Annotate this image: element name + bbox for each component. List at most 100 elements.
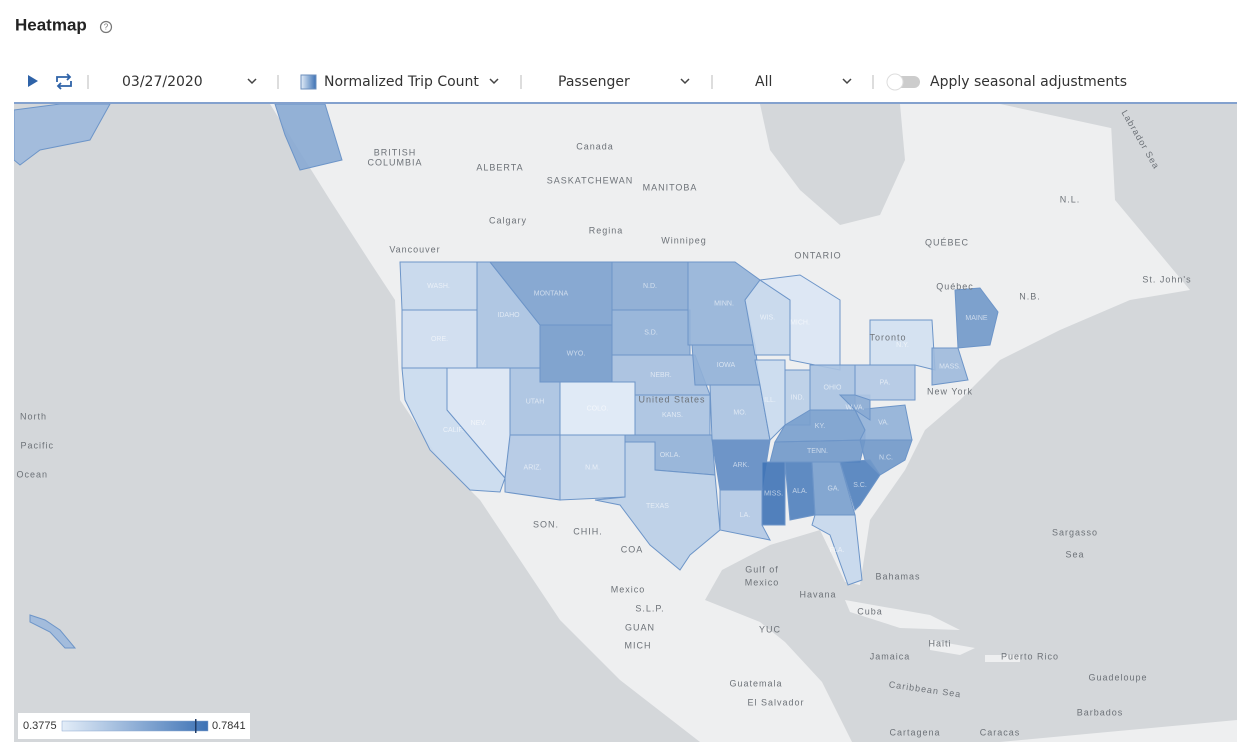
- state-region: [719, 489, 771, 541]
- place-label: GUAN: [625, 622, 655, 632]
- region-label: ARK.: [733, 462, 749, 469]
- region-label: S.D.: [644, 329, 658, 336]
- place-label: Québec: [936, 281, 974, 291]
- place-label: BRITISH: [374, 147, 417, 157]
- place-label: N.B.: [1019, 291, 1041, 301]
- region-label: IND.: [791, 394, 805, 401]
- region-label: GA.: [827, 485, 839, 492]
- state-region: [931, 347, 969, 386]
- place-label: Barbados: [1077, 707, 1124, 717]
- region-label: KY.: [815, 423, 825, 430]
- region-label: W.VA.: [846, 404, 865, 411]
- legend-gradient: [61, 720, 209, 732]
- place-label: N.L.: [1060, 194, 1081, 204]
- place-label: El Salvador: [747, 697, 804, 707]
- place-label: SON.: [533, 519, 559, 529]
- metric-dropdown[interactable]: Normalized Trip Count: [300, 74, 499, 90]
- legend-min: 0.3775: [23, 720, 57, 732]
- hudson-bay: [760, 104, 905, 225]
- place-label: Sargasso: [1052, 527, 1098, 537]
- place-label: MANITOBA: [643, 182, 698, 192]
- islands: [845, 600, 1020, 662]
- place-label: YUC: [759, 624, 781, 634]
- place-label: Winnipeg: [661, 235, 707, 245]
- date-value: 03/27/2020: [122, 74, 203, 90]
- page-title: Heatmap: [15, 15, 87, 34]
- region-label: MASS.: [939, 363, 961, 370]
- region-label: MAINE: [965, 315, 988, 322]
- place-label: COLUMBIA: [367, 157, 422, 167]
- region-label: IDAHO: [497, 312, 520, 319]
- south-america: [1000, 720, 1237, 742]
- region-label: VA.: [878, 419, 889, 426]
- place-label: North: [20, 411, 47, 421]
- place-label: Mexico: [611, 584, 646, 594]
- map[interactable]: WASH.ORE.CALIF.NEV.IDAHOMONTANAWYO.UTAHC…: [14, 104, 1237, 742]
- state-region: [29, 614, 77, 649]
- place-label: Mexico: [745, 577, 780, 587]
- place-label: MICH: [625, 640, 652, 650]
- region-label: LA.: [740, 512, 751, 519]
- region-label: WIS.: [760, 314, 775, 321]
- place-label: United States: [638, 394, 705, 404]
- place-label: COA: [621, 544, 644, 554]
- region-label: NEV.: [471, 420, 487, 427]
- place-label: Pacific: [20, 440, 54, 450]
- date-dropdown[interactable]: 03/27/2020: [122, 74, 257, 90]
- filter-dropdown[interactable]: All: [755, 74, 852, 90]
- region-label: PA.: [880, 379, 891, 386]
- place-label: Puerto Rico: [1001, 651, 1059, 661]
- place-label: Haiti: [928, 638, 951, 648]
- state-region: [954, 287, 999, 349]
- region-label: TENN.: [807, 448, 828, 455]
- place-label: Regina: [589, 225, 624, 235]
- choropleth: WASH. ORE. CALIF. NEV. IDAHO MONTANA WYO. UTAH C…: [14, 104, 999, 649]
- region-label: WYO.: [567, 350, 586, 357]
- place-label: New York: [927, 386, 973, 396]
- region-label: N.Y.: [896, 342, 909, 349]
- help-icon[interactable]: ?: [99, 20, 113, 34]
- region-label: COLO.: [587, 405, 609, 412]
- region-label: OHIO: [824, 384, 842, 391]
- place-label: Guatemala: [729, 678, 782, 688]
- place-label: Bahamas: [875, 571, 920, 581]
- region-label: MONTANA: [534, 290, 569, 297]
- state-region: [274, 104, 343, 171]
- toggle-label: Apply seasonal adjustments: [930, 74, 1127, 90]
- metric-value: Normalized Trip Count: [324, 74, 479, 90]
- loop-button[interactable]: [56, 73, 72, 90]
- place-label: SASKATCHEWAN: [547, 175, 634, 185]
- region-label: ORE.: [431, 336, 448, 343]
- region-label: ALA.: [792, 488, 807, 495]
- region-label: CALIF.: [443, 427, 464, 434]
- seasonal-toggle[interactable]: Apply seasonal adjustments: [886, 73, 1127, 91]
- place-label: Toronto: [869, 332, 906, 342]
- legend: 0.3775 0.7841: [18, 713, 250, 739]
- legend-max: 0.7841: [212, 720, 246, 732]
- region-label: N.D.: [643, 283, 657, 290]
- region-label: ARIZ.: [524, 464, 542, 471]
- region-label: N.C.: [879, 454, 893, 461]
- state-region: [504, 434, 561, 501]
- region-label: OKLA.: [660, 452, 681, 459]
- filter-value: All: [755, 74, 772, 90]
- place-label: Sea: [1065, 549, 1084, 559]
- region-label: N.M.: [585, 464, 600, 471]
- region-label: WASH.: [427, 283, 450, 290]
- place-label: Canada: [576, 141, 614, 151]
- region-label: MICH.: [790, 319, 810, 326]
- region-label: MISS.: [764, 490, 783, 497]
- place-label: Calgary: [489, 215, 527, 225]
- region-label: FLA.: [830, 547, 845, 554]
- place-label: Jamaica: [870, 651, 911, 661]
- region-label: TEXAS: [646, 503, 669, 510]
- region-label: KANS.: [662, 412, 683, 419]
- region-label: ILL.: [764, 397, 776, 404]
- mode-dropdown[interactable]: Passenger: [558, 74, 690, 90]
- place-label: Caracas: [980, 727, 1021, 737]
- state-region: [811, 514, 863, 586]
- play-button[interactable]: [28, 75, 38, 87]
